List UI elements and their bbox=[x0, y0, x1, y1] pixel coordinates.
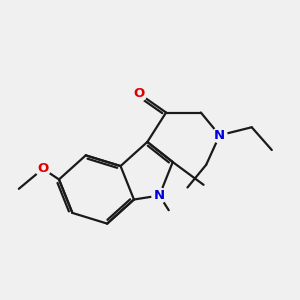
Text: O: O bbox=[134, 87, 145, 100]
Circle shape bbox=[132, 86, 147, 101]
Text: N: N bbox=[154, 189, 165, 202]
Circle shape bbox=[152, 188, 167, 203]
Circle shape bbox=[212, 128, 227, 143]
Text: N: N bbox=[214, 129, 225, 142]
Circle shape bbox=[35, 161, 50, 176]
Text: O: O bbox=[37, 162, 49, 175]
